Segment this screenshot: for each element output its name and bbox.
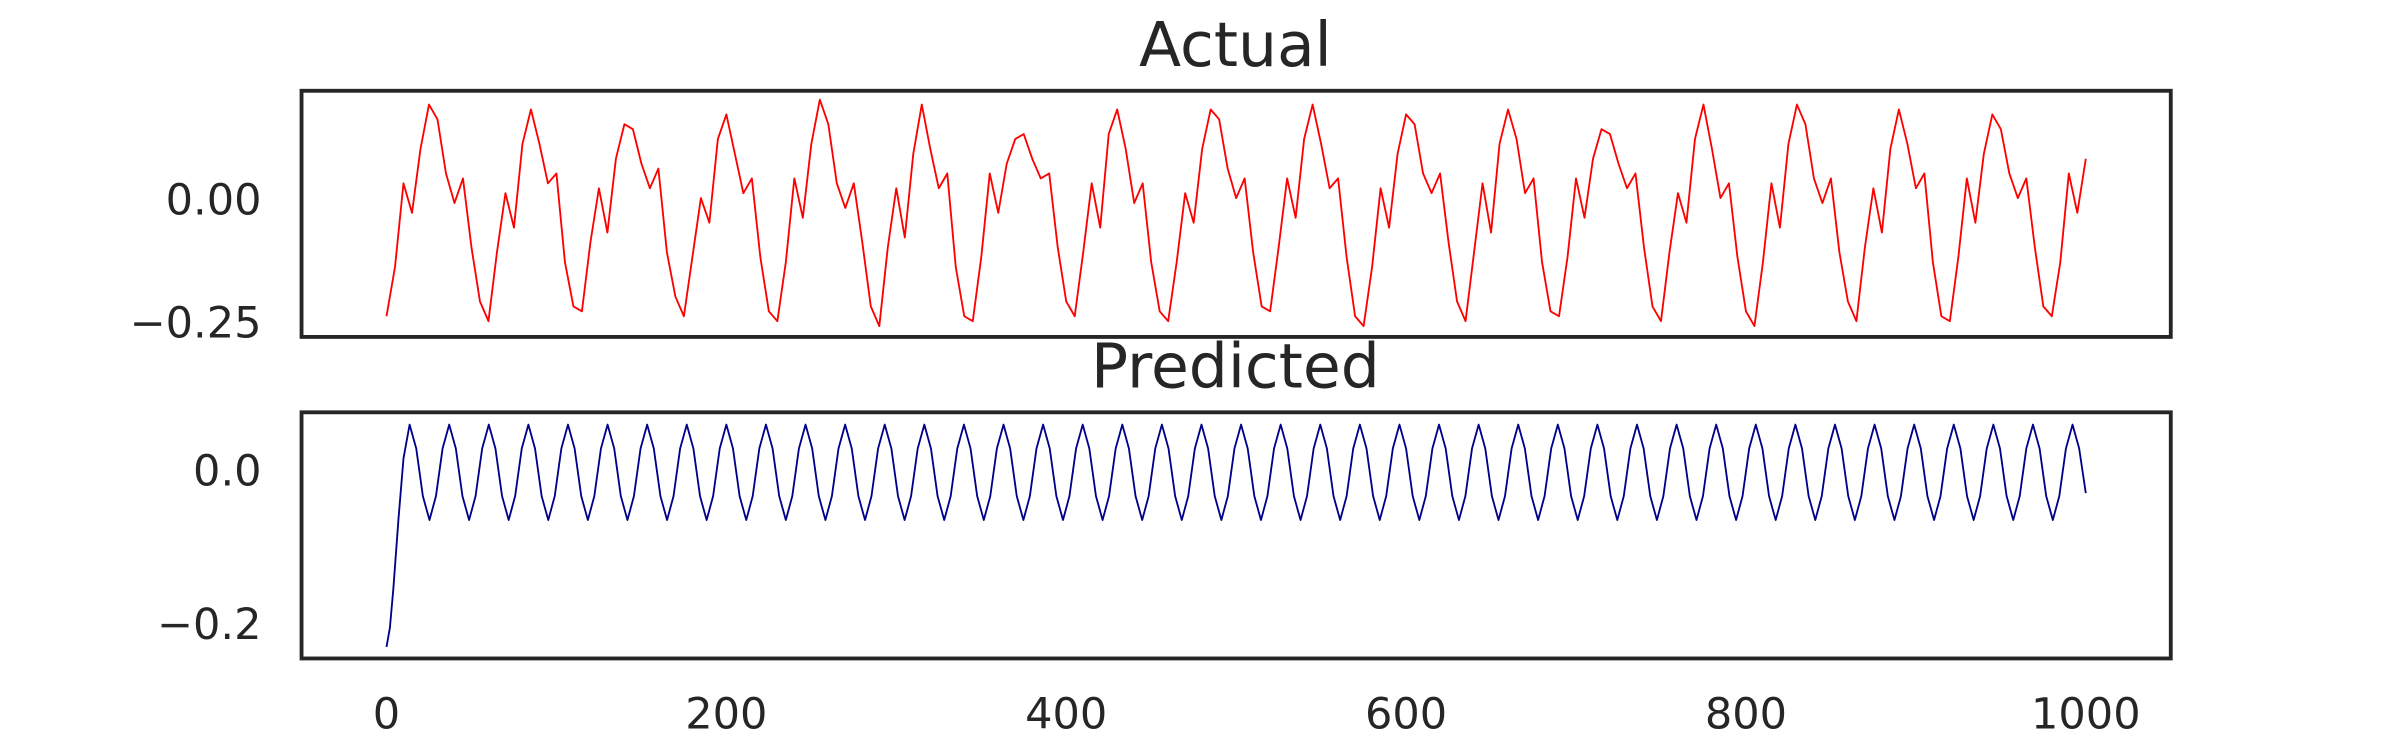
x-tick-label: 200 (685, 689, 767, 739)
chart-title: Actual (1139, 9, 1332, 81)
x-tick-label: 1000 (2031, 689, 2141, 739)
plot-frame (299, 88, 2173, 339)
x-tick-label: 0 (373, 689, 400, 739)
x-tick-label: 800 (1705, 689, 1787, 739)
y-tick-label: −0.2 (157, 600, 262, 650)
y-tick-label: 0.00 (166, 176, 262, 226)
x-tick-label: 600 (1365, 689, 1447, 739)
data-line (385, 423, 2087, 648)
data-line (385, 98, 2087, 328)
y-tick-label: −0.25 (130, 299, 262, 349)
y-tick-label: 0.0 (193, 446, 261, 496)
x-tick-label: 400 (1025, 689, 1107, 739)
chart-title: Predicted (1091, 331, 1380, 403)
plot-frame (299, 410, 2173, 661)
